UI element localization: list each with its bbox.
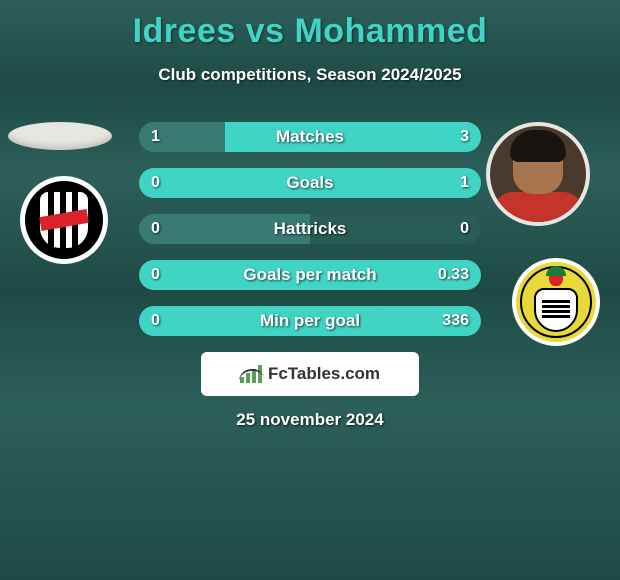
comparison-card: Idrees vs Mohammed Club competitions, Se… xyxy=(0,0,620,580)
stat-label: Hattricks xyxy=(139,214,481,244)
page-title: Idrees vs Mohammed xyxy=(0,0,620,51)
stat-row: 0336Min per goal xyxy=(139,306,481,336)
stats-panel: 13Matches 01Goals 00Hattricks 00.33Goals pe… xyxy=(139,122,481,352)
stat-row: 00.33Goals per match xyxy=(139,260,481,290)
stat-row: 01Goals xyxy=(139,168,481,198)
stat-label: Min per goal xyxy=(139,306,481,336)
stat-label: Goals per match xyxy=(139,260,481,290)
player-right-avatar xyxy=(486,122,590,226)
stat-row: 00Hattricks xyxy=(139,214,481,244)
club-right-badge xyxy=(512,258,600,346)
stat-label: Matches xyxy=(139,122,481,152)
brand-text: FcTables.com xyxy=(268,364,380,384)
brand-badge: FcTables.com xyxy=(201,352,419,396)
stat-label: Goals xyxy=(139,168,481,198)
date-label: 25 november 2024 xyxy=(0,410,620,430)
brand-chart-icon xyxy=(240,365,262,383)
page-subtitle: Club competitions, Season 2024/2025 xyxy=(0,65,620,85)
player-left-avatar xyxy=(8,122,112,150)
stat-row: 13Matches xyxy=(139,122,481,152)
club-left-badge xyxy=(20,176,108,264)
